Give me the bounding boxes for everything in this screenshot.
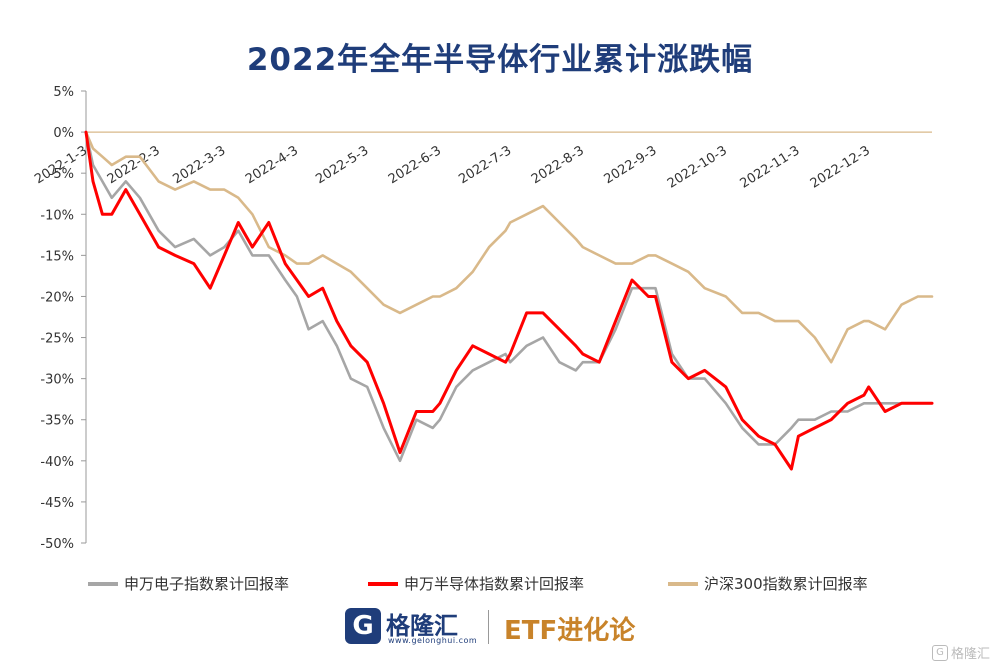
x-tick-label: 2022-12-3 [808,143,873,191]
x-tick-label: 2022-9-3 [602,143,660,187]
etf-label: ETF进化论 [504,616,636,646]
y-tick-label: -20% [40,290,74,305]
y-tick-label: 5% [53,85,74,100]
y-tick-label: -5% [49,167,74,182]
x-tick-label: 2022-5-3 [313,143,371,187]
legend-swatch-hs300 [668,581,698,586]
chart-title: 2022年全年半导体行业累计涨跌幅 [246,42,754,78]
series-line-electronics [84,130,934,463]
legend-label-hs300: 沪深300指数累计回报率 [704,575,868,593]
y-axis: 5% 0% -5% -10% -15% -20% -25% -30% -35% -40% -45% -… [40,85,87,552]
watermark: G 格隆汇 [931,643,990,662]
y-tick-label: 0% [53,126,74,141]
gelonghui-logo-icon: G [345,608,381,644]
legend-item-hs300: 沪深300指数累计回报率 [668,573,868,594]
legend-item-semiconductor: 申万半导体指数累计回报率 [368,573,584,594]
x-tick-label: 2022-3-3 [170,143,228,187]
watermark-text: 格隆汇 [950,647,990,662]
x-tick-label: 2022-11-3 [738,143,803,191]
x-tick-label: 2022-8-3 [529,143,587,187]
y-tick-label: -30% [40,373,74,388]
x-tick-label: 2022-4-3 [243,143,301,187]
x-tick-label: 2022-6-3 [386,143,444,187]
y-tick-label: -40% [40,455,74,470]
y-tick-label: -35% [40,414,74,429]
x-tick-label: 2022-7-3 [456,143,514,187]
footer: G 格隆汇 www.gelonghui.com ETF进化论 [0,606,1000,650]
footer-divider [488,610,489,644]
y-tick-label: -15% [40,249,74,264]
line-chart: 5% 0% -5% -10% -15% -20% -25% -30% -35% -40% -45% -… [32,85,934,552]
x-tick-label: 2022-10-3 [665,143,730,191]
legend: 申万电子指数累计回报率 申万半导体指数累计回报率 沪深300指数累计回报率 [0,573,1000,599]
legend-swatch-semiconductor [368,581,398,586]
legend-label-electronics: 申万电子指数累计回报率 [124,575,290,593]
brand-url: www.gelonghui.com [388,636,478,645]
series-line-semiconductor [84,130,934,471]
brand-name: 格隆汇 [386,612,458,640]
legend-label-semiconductor: 申万半导体指数累计回报率 [404,575,585,593]
watermark-logo-icon: G [931,644,948,661]
series-lines [84,130,934,471]
y-tick-label: -50% [40,537,74,552]
x-axis-labels: 2022-1-3 2022-2-3 2022-3-3 2022-4-3 2022-5-3… [32,143,873,191]
legend-item-electronics: 申万电子指数累计回报率 [88,573,289,594]
y-tick-label: -10% [40,208,74,223]
y-tick-label: -45% [40,496,74,511]
y-tick-label: -25% [40,332,74,347]
legend-swatch-electronics [88,581,118,586]
series-line-hs300 [84,130,934,364]
